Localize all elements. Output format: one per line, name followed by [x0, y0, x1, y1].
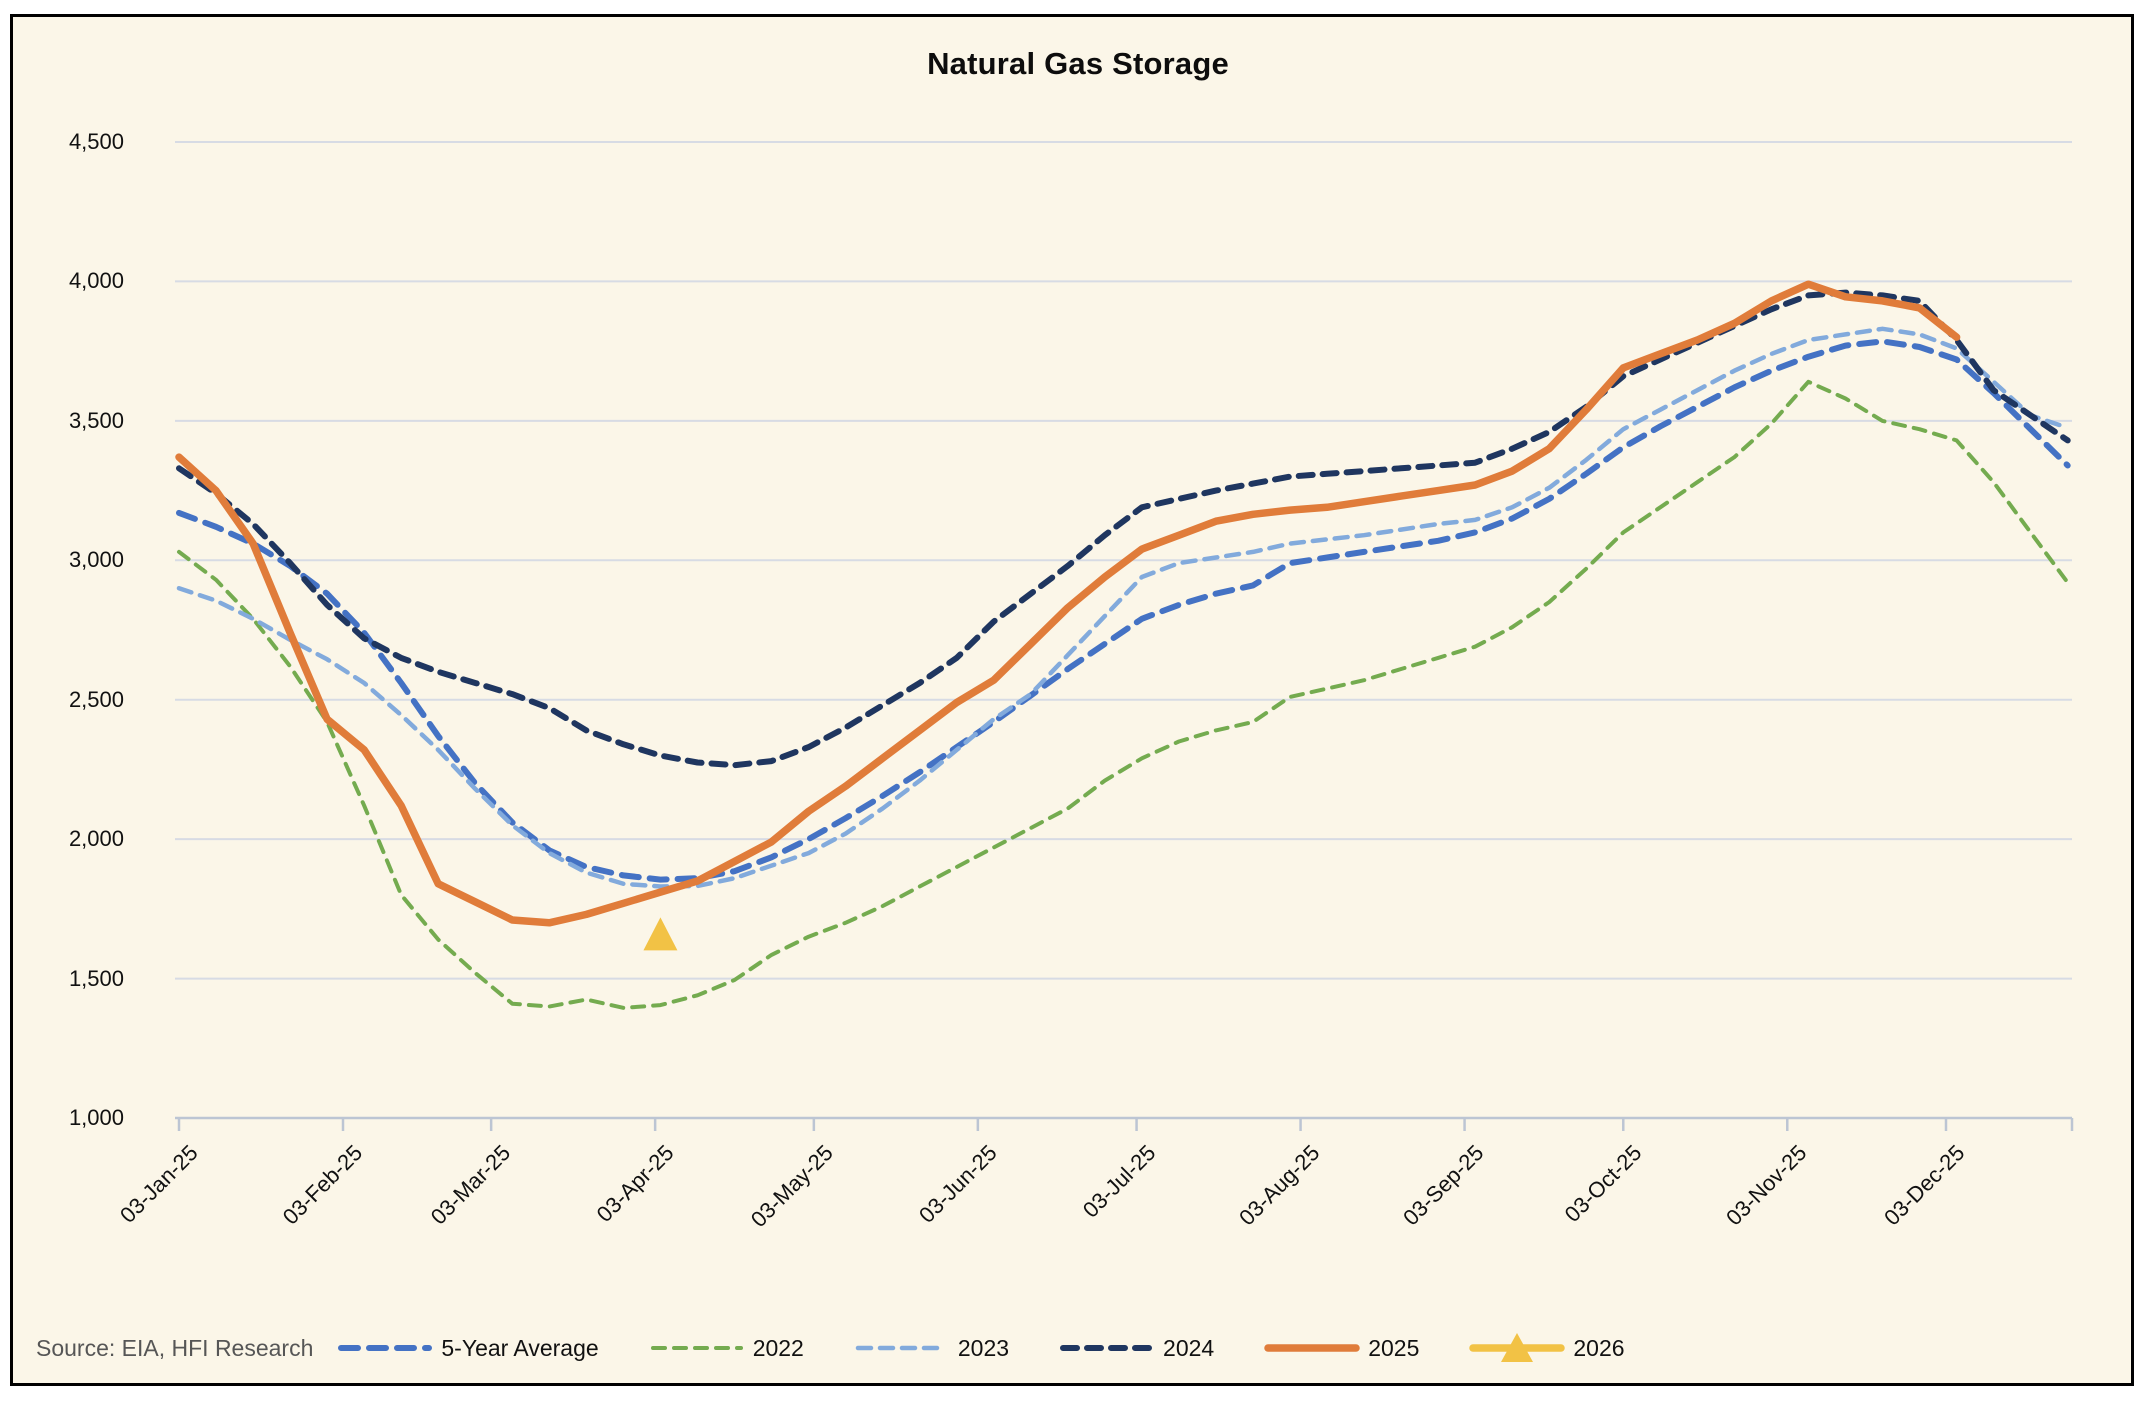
legend-label: 2024: [1163, 1334, 1215, 1361]
legend-label: 2025: [1368, 1334, 1420, 1361]
legend-label: 2026: [1573, 1334, 1625, 1361]
footer: Source: EIA, HFI Research 5-Year Average…: [36, 1326, 2116, 1370]
legend-sample-2023: [855, 1345, 949, 1351]
legend-item-2022: 2022: [649, 1331, 804, 1365]
legend: 5-Year Average 2022 2023 2024 2025 2026: [337, 1331, 1625, 1365]
legend-item-2025: 2025: [1264, 1331, 1419, 1365]
legend-item-2023: 2023: [854, 1331, 1009, 1365]
legend-triangle-icon: [1501, 1333, 1534, 1362]
y-tick-label: 2,500: [68, 686, 124, 712]
series-line-2024: [176, 289, 2071, 769]
legend-label: 5-Year Average: [441, 1334, 599, 1361]
y-tick-label: 3,500: [68, 407, 124, 433]
chart-title: Natural Gas Storage: [927, 46, 1229, 81]
legend-label: 2022: [752, 1334, 804, 1361]
series-line-2025: [175, 280, 1961, 927]
legend-sample-2025: [1264, 1344, 1360, 1352]
legend-label: 2023: [957, 1334, 1010, 1361]
y-tick-label: 1,000: [68, 1105, 124, 1130]
y-tick-label: 4,500: [68, 129, 124, 154]
legend-sample-2024: [1060, 1345, 1155, 1351]
series-line-5-year-average: [176, 338, 2071, 883]
legend-item-2026: 2026: [1469, 1331, 1625, 1365]
y-tick-label: 4,000: [68, 268, 124, 294]
y-tick-label: 1,500: [68, 965, 124, 991]
legend-item-5-year-average: 5-Year Average: [337, 1331, 599, 1365]
legend-sample-5-year-average: [338, 1345, 433, 1351]
legend-sample-2022: [650, 1346, 743, 1350]
source-text: Source: EIA, HFI Research: [36, 1334, 314, 1361]
legend-sample-2026: [1469, 1333, 1566, 1362]
series-line-2022: [177, 379, 2070, 1010]
series-line-2023: [176, 326, 2070, 889]
y-tick-label: 3,000: [68, 547, 124, 573]
legend-item-2024: 2024: [1059, 1331, 1214, 1365]
y-tick-label: 2,000: [68, 826, 124, 852]
series-2026-triangle-marker: [643, 917, 678, 951]
